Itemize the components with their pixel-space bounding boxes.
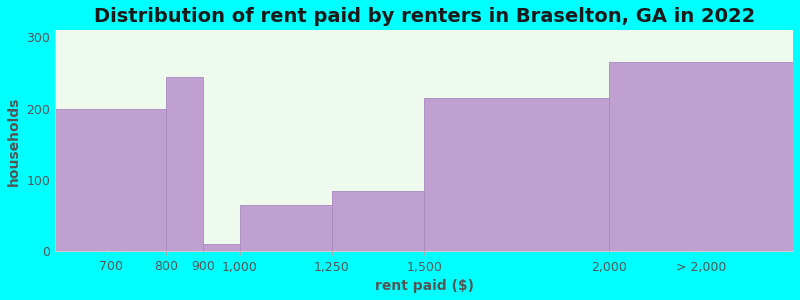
Title: Distribution of rent paid by renters in Braselton, GA in 2022: Distribution of rent paid by renters in … [94,7,754,26]
Y-axis label: households: households [7,96,21,186]
Bar [609,62,793,251]
X-axis label: rent paid ($): rent paid ($) [374,279,474,293]
Bar [332,191,424,251]
Bar [203,244,240,251]
Bar [424,98,609,251]
Bar [166,77,203,251]
Bar [240,205,332,251]
Bar [55,109,166,251]
